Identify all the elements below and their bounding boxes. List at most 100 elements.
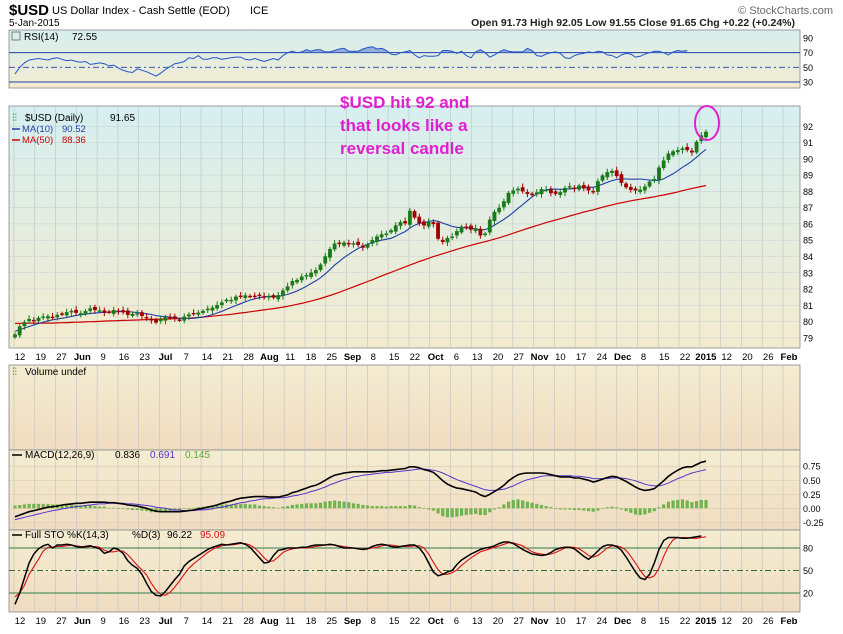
macd-histogram-bar: [210, 505, 215, 509]
candle: [577, 183, 581, 192]
macd-histogram-bar: [163, 508, 168, 512]
date-tick-label: Jul: [159, 352, 173, 363]
candle: [111, 306, 116, 317]
price-date-axis: 12 19 27 Jun 9 16 23 Jul 7 14 21 28 Aug 11 18 25 Sep 8 15 2…: [15, 352, 798, 363]
candle: [652, 175, 657, 184]
date-tick-label: 9: [100, 352, 105, 363]
volume-legend: ⫶⫶ Volume undef: [12, 367, 86, 378]
macd-histogram-bar: [182, 508, 186, 509]
rsi-axis-tick: 90: [803, 34, 813, 44]
candle: [346, 239, 351, 248]
date-tick-label: 21: [223, 616, 234, 627]
candle: [548, 186, 553, 197]
macd-axis-tick: 0.00: [803, 504, 821, 514]
candle: [558, 188, 563, 198]
candle: [243, 292, 248, 302]
macd-legend-name: MACD(12,26,9): [25, 450, 94, 461]
candle: [107, 309, 111, 315]
macd-histogram-bar: [474, 508, 478, 514]
macd-histogram-bar: [643, 508, 647, 515]
candle: [534, 189, 539, 197]
rsi-legend-name: RSI(14): [24, 32, 58, 43]
date-tick-label: 7: [184, 616, 189, 627]
macd-histogram-bar: [596, 508, 600, 511]
price-legend: ⫶⫶ $USD (Daily) 91.65 MA(10) 90.52 MA(50…: [12, 113, 135, 146]
macd-histogram-bar: [60, 504, 64, 509]
date-tick-label: 6: [454, 616, 459, 627]
sto-k-line: [14, 535, 702, 605]
candle: [642, 183, 647, 194]
candle: [398, 219, 403, 230]
date-tick-label: 15: [389, 352, 400, 363]
macd-signal-line: [14, 468, 707, 521]
macd-histogram-bar: [130, 508, 135, 511]
date-tick-label: 8: [641, 352, 646, 363]
macd-histogram-bar: [582, 508, 586, 511]
candle: [252, 292, 257, 300]
candle: [497, 204, 502, 215]
date-tick-label: 25: [326, 352, 337, 363]
macd-histogram-bar: [243, 503, 247, 509]
candle: [389, 228, 393, 235]
date-tick-label: 23: [139, 616, 150, 627]
candle: [262, 292, 267, 300]
date-tick-label: 27: [56, 616, 67, 627]
candle: [187, 312, 191, 321]
candle: [454, 228, 459, 239]
price-axis-tick: 91: [803, 138, 813, 148]
macd-histogram-bar: [112, 507, 116, 509]
candle: [407, 207, 412, 228]
candle: [581, 181, 586, 192]
date-tick-label: 8: [371, 352, 376, 363]
ma10-legend-name: MA(10): [22, 124, 53, 135]
macd-histogram-bar: [135, 508, 139, 511]
rsi-legend-icon: [11, 31, 21, 41]
candle: [328, 246, 332, 262]
macd-histogram-bar: [253, 504, 257, 509]
ma50-line: [14, 184, 707, 325]
candle: [224, 297, 229, 304]
date-tick-label: 7: [184, 352, 189, 363]
macd-histogram-bar: [610, 506, 614, 509]
candle: [36, 316, 41, 323]
candle: [417, 213, 422, 227]
macd-histogram-bar: [624, 508, 628, 512]
rsi-panel: [8, 29, 801, 89]
macd-histogram-bar: [568, 508, 572, 510]
candle: [638, 185, 643, 195]
macd-histogram-bar: [680, 499, 685, 509]
macd-histogram-bar: [704, 499, 708, 509]
candle: [483, 231, 487, 237]
macd-histogram-bar: [384, 506, 388, 509]
candle: [492, 209, 497, 225]
candle: [276, 291, 281, 302]
macd-histogram-bar: [337, 501, 341, 509]
candle: [614, 166, 619, 179]
candle: [360, 242, 365, 251]
macd-panel: [8, 449, 801, 531]
date-tick-label: 16: [119, 616, 130, 627]
candle: [46, 313, 50, 323]
date-tick-label: 22: [680, 352, 691, 363]
macd-histogram-bar: [666, 501, 670, 509]
candle: [144, 313, 149, 321]
candle: [530, 191, 534, 197]
macd-histogram-bar: [464, 508, 468, 516]
date-tick-label: 10: [555, 616, 566, 627]
date-tick-label: 17: [576, 616, 587, 627]
date-tick-label: 14: [202, 352, 213, 363]
date-tick-label: 25: [326, 616, 337, 627]
macd-histogram-bar: [295, 504, 299, 509]
macd-histogram-bar: [196, 507, 200, 509]
candle: [50, 312, 55, 320]
candle: [605, 168, 610, 180]
candle: [671, 149, 675, 158]
macd-histogram-bar: [394, 506, 398, 509]
candle: [125, 307, 130, 319]
macd-histogram-bar: [516, 499, 520, 509]
candle: [647, 179, 652, 189]
macd-histogram-bar: [333, 500, 337, 509]
candle: [281, 288, 285, 300]
date-tick-label: Feb: [781, 616, 798, 627]
rsi-legend-value: 72.55: [72, 32, 97, 43]
